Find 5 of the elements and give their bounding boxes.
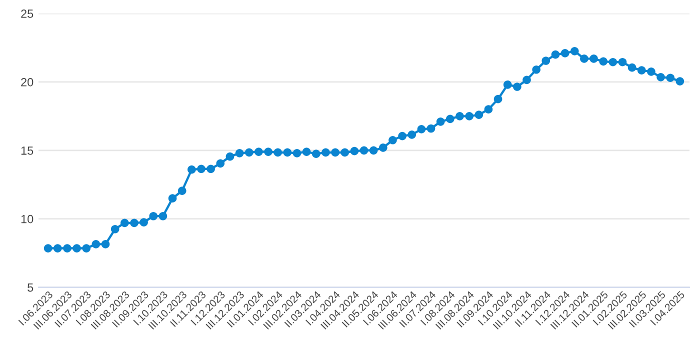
- y-tick-label: 5: [28, 283, 34, 292]
- y-tick-label: 20: [21, 78, 34, 86]
- y-tick-label: 10: [21, 214, 34, 224]
- y-tick-label: 25: [21, 10, 34, 18]
- y-tick-label: 15: [21, 146, 34, 155]
